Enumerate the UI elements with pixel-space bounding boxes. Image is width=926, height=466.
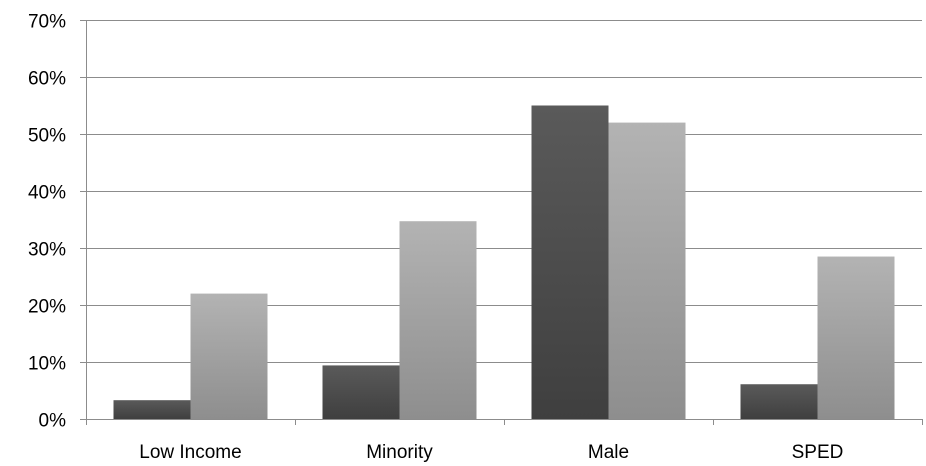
bar-minority-series-2 [399,221,477,419]
y-tick-label: 70% [28,12,66,33]
x-category-label: Male [588,442,629,463]
y-tick-label: 40% [28,183,66,204]
bars [113,105,895,419]
bar-low-income-series-1 [113,400,191,419]
x-axis-category-labels: Low Income Minority Male SPED [139,442,843,463]
bar-male-series-2 [608,122,686,419]
x-category-label: Low Income [139,442,241,463]
y-tick-label: 60% [28,69,66,90]
y-tick-label: 0% [39,411,67,432]
bar-sped-series-2 [817,256,895,419]
axes [80,20,923,425]
y-tick-label: 20% [28,297,66,318]
y-tick-label: 10% [28,354,66,375]
bar-minority-series-1 [322,365,400,419]
x-category-label: SPED [792,442,844,463]
y-axis-tick-labels: 0% 10% 20% 30% 40% 50% 60% 70% [28,12,66,432]
y-tick-label: 50% [28,126,66,147]
y-tick-label: 30% [28,240,66,261]
x-category-label: Minority [366,442,433,463]
bar-male-series-1 [531,105,609,419]
bar-low-income-series-2 [190,293,268,419]
bar-sped-series-1 [740,384,818,419]
